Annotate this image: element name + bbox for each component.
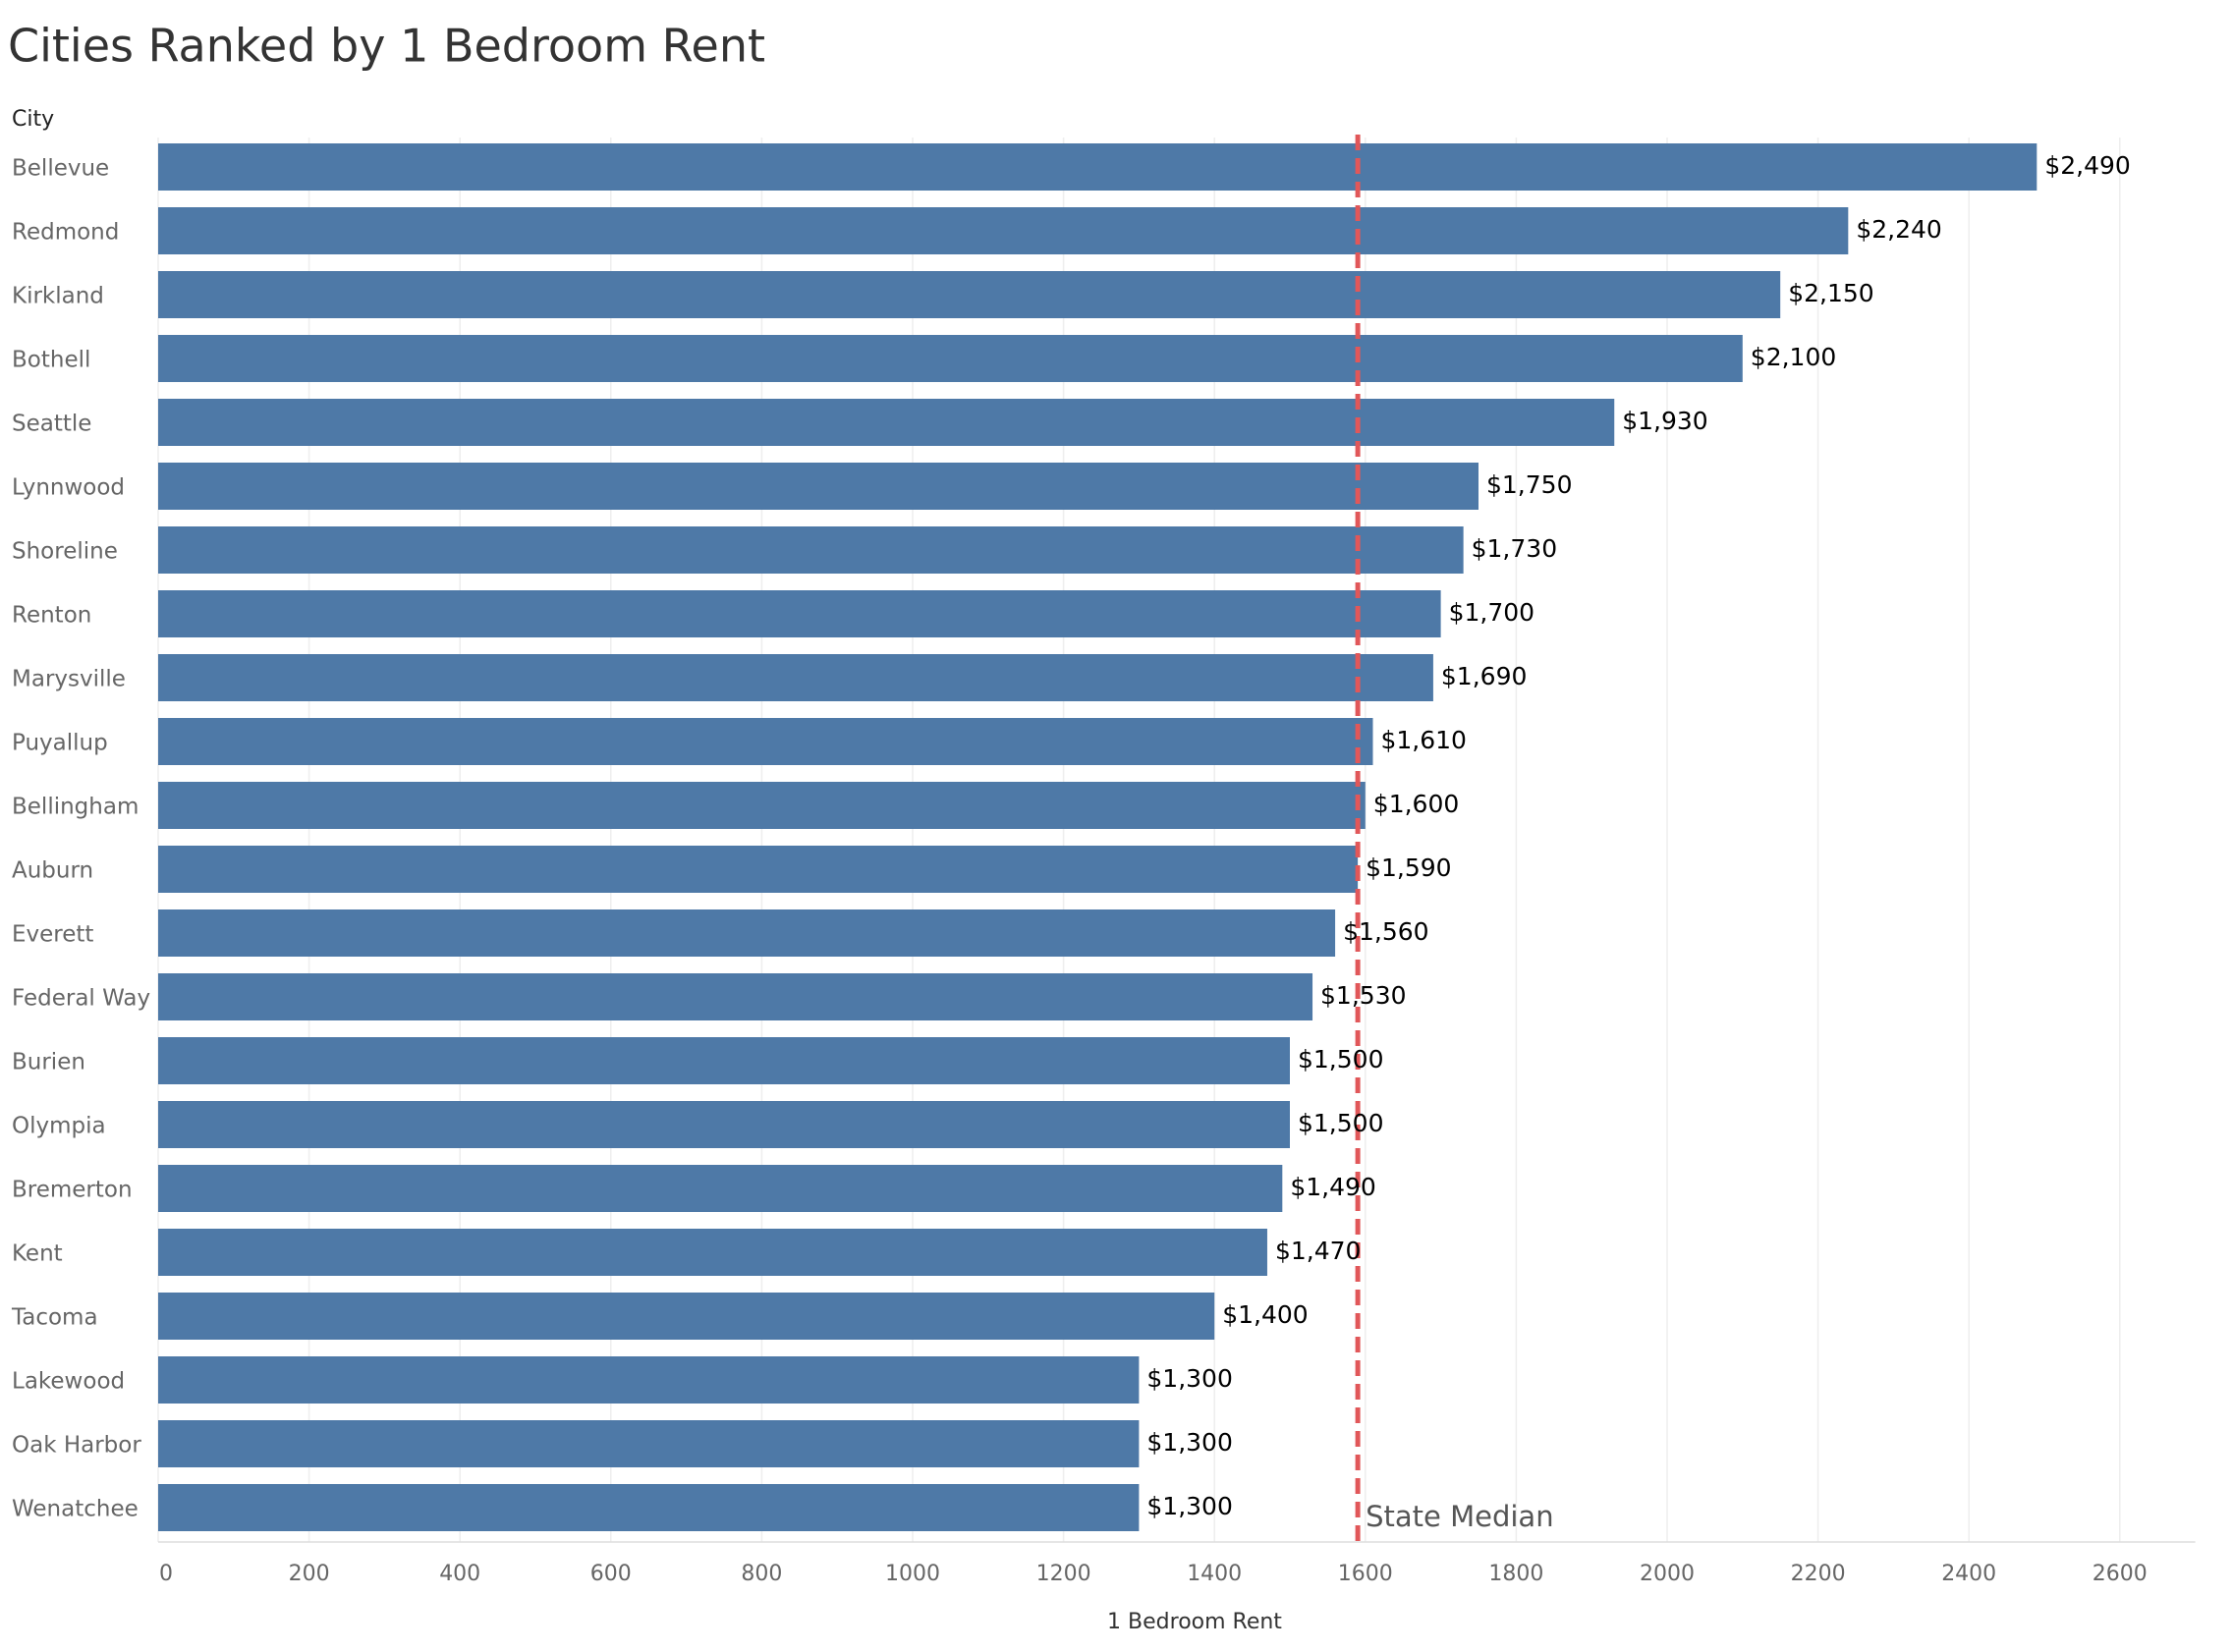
y-tick-label: Everett: [12, 922, 93, 948]
bar: [158, 1484, 1140, 1531]
bar: [158, 846, 1359, 893]
x-tick-label: 400: [439, 1562, 480, 1586]
y-tick-label: Lakewood: [12, 1369, 125, 1395]
bar: [158, 1037, 1290, 1084]
y-tick-label: Olympia: [12, 1114, 106, 1139]
y-tick-label: Lynnwood: [12, 475, 125, 501]
value-label: $1,930: [1622, 407, 1707, 435]
y-tick-label: Tacoma: [11, 1305, 98, 1331]
bar: [158, 143, 2037, 191]
value-label: $1,490: [1290, 1173, 1375, 1201]
bar: [158, 909, 1336, 957]
y-axis-title: City: [12, 107, 54, 132]
value-label: $1,600: [1373, 790, 1459, 818]
x-axis-title: 1 Bedroom Rent: [1107, 1610, 1282, 1634]
bar: [158, 973, 1313, 1020]
y-tick-label: Bellingham: [12, 795, 139, 820]
bar: [158, 1356, 1140, 1404]
x-tick-label: 2000: [1640, 1562, 1695, 1586]
x-tick-label: 1800: [1488, 1562, 1543, 1586]
x-tick-label: 200: [289, 1562, 330, 1586]
y-tick-label: Seattle: [12, 412, 91, 437]
x-tick-label: 2200: [1791, 1562, 1846, 1586]
bar: [158, 271, 1781, 318]
value-label: $2,100: [1751, 343, 1836, 371]
x-tick-label: 1600: [1338, 1562, 1393, 1586]
y-tick-label: Shoreline: [12, 539, 118, 565]
value-label: $1,590: [1366, 854, 1451, 882]
bar: [158, 1293, 1215, 1340]
value-label: $1,300: [1146, 1492, 1232, 1520]
y-tick-label: Kirkland: [12, 284, 104, 309]
bar: [158, 463, 1479, 510]
value-label: $1,500: [1298, 1109, 1383, 1137]
bar: [158, 718, 1373, 765]
bar: [158, 526, 1464, 574]
y-tick-label: Bellevue: [12, 156, 109, 182]
value-label: $1,400: [1222, 1300, 1308, 1329]
value-label: $1,300: [1146, 1428, 1232, 1457]
y-tick-label: Burien: [12, 1050, 85, 1075]
y-tick-label: Auburn: [12, 858, 93, 884]
value-label: $2,150: [1788, 279, 1873, 307]
value-label: $2,240: [1856, 215, 1941, 244]
y-tick-label: Bremerton: [12, 1178, 133, 1203]
x-tick-label: 800: [741, 1562, 782, 1586]
x-tick-label: 2400: [1941, 1562, 1996, 1586]
reference-label: State Median: [1366, 1500, 1553, 1533]
x-tick-label: 1000: [885, 1562, 940, 1586]
bar: [158, 399, 1615, 446]
x-tick-label: 2600: [2092, 1562, 2148, 1586]
y-tick-label: Puyallup: [12, 731, 108, 756]
value-label: $1,750: [1486, 470, 1572, 499]
y-tick-label: Marysville: [12, 667, 126, 692]
value-label: $1,560: [1343, 917, 1428, 946]
bar: [158, 207, 1849, 254]
bar: [158, 590, 1441, 637]
bar: [158, 1229, 1267, 1276]
x-tick-label: 0: [159, 1562, 173, 1586]
y-tick-label: Wenatchee: [12, 1497, 139, 1522]
value-label: $1,610: [1380, 726, 1466, 754]
value-label: $2,490: [2044, 151, 2130, 180]
y-tick-label: Oak Harbor: [12, 1433, 141, 1459]
value-label: $1,730: [1472, 534, 1557, 563]
bar: [158, 654, 1433, 701]
value-label: $1,700: [1449, 598, 1534, 627]
chart-title: Cities Ranked by 1 Bedroom Rent: [8, 20, 765, 73]
bar: [158, 1101, 1290, 1148]
y-tick-label: Federal Way: [12, 986, 150, 1012]
value-label: $1,690: [1441, 662, 1527, 690]
y-tick-label: Bothell: [12, 348, 90, 373]
x-tick-label: 1400: [1187, 1562, 1242, 1586]
bar: [158, 782, 1366, 829]
value-label: $1,530: [1320, 981, 1406, 1010]
bar: [158, 335, 1743, 382]
value-label: $1,470: [1275, 1237, 1361, 1265]
value-label: $1,300: [1146, 1364, 1232, 1393]
x-tick-label: 600: [590, 1562, 632, 1586]
y-tick-label: Redmond: [12, 220, 119, 246]
y-tick-label: Renton: [12, 603, 91, 629]
y-tick-label: Kent: [12, 1241, 63, 1267]
bar: [158, 1165, 1283, 1212]
x-tick-label: 1200: [1036, 1562, 1091, 1586]
bar: [158, 1420, 1140, 1467]
value-label: $1,500: [1298, 1045, 1383, 1074]
